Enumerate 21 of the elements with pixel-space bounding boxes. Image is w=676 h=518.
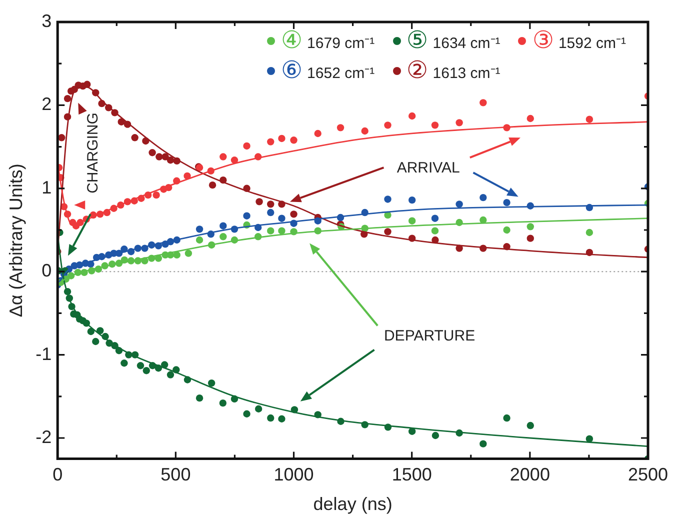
y-tick-label: 2 xyxy=(42,94,52,114)
annotation: CHARGING xyxy=(84,113,102,194)
x-tick-label: 500 xyxy=(160,464,191,485)
x-tick-label: 2500 xyxy=(628,464,668,485)
series-label: ③ 1592 cm⁻¹ xyxy=(532,27,626,54)
x-axis-title: delay (ns) xyxy=(313,494,392,514)
y-tick-label: 1 xyxy=(42,177,52,198)
y-tick-label: 3 xyxy=(42,10,52,31)
x-tick-label: 1000 xyxy=(274,464,314,485)
annotation: DEPARTURE xyxy=(384,327,476,344)
annotation: ARRIVAL xyxy=(396,159,460,176)
y-tick-label: 0 xyxy=(42,260,52,281)
x-tick-label: 2000 xyxy=(510,464,550,485)
text: ④ 1679 cm⁻¹ xyxy=(280,27,375,54)
x-tick-label: 1500 xyxy=(392,464,432,485)
text: ⑤ 1634 cm⁻¹ xyxy=(406,27,500,54)
y-tick-label: -2 xyxy=(36,426,52,447)
y-tick-label: -1 xyxy=(36,344,52,364)
text: ② 1613 cm⁻¹ xyxy=(406,57,500,84)
text: ⑥ 1652 cm⁻¹ xyxy=(280,57,375,84)
y-axis-title: Δα (Arbitrary Units) xyxy=(6,164,26,318)
